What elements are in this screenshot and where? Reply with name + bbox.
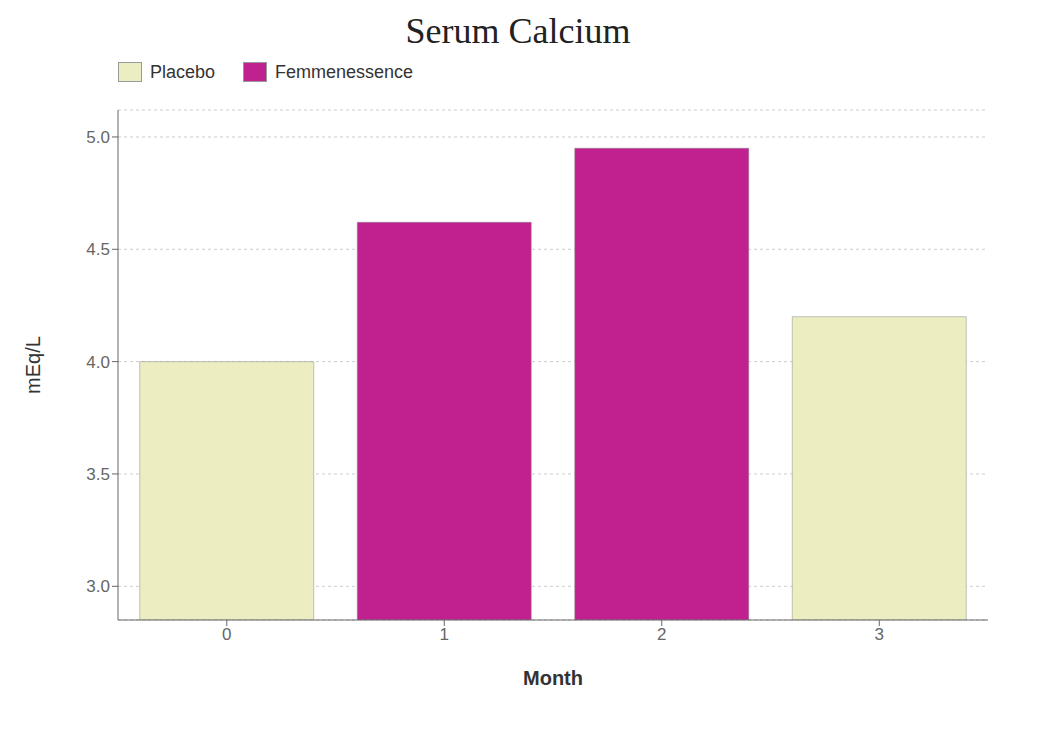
svg-text:mEq/L: mEq/L [22,336,44,394]
svg-text:3: 3 [875,625,884,644]
html-text:Serum Calcium: Serum Calcium [405,11,631,51]
html-text:Femmenessence: Femmenessence [275,61,414,82]
svg-text:4.5: 4.5 [86,240,110,259]
svg-text:Month: Month [523,667,583,689]
html-text:Placebo: Placebo [150,61,216,82]
svg-text:5.0: 5.0 [86,128,110,147]
svg-text:4.0: 4.0 [86,353,110,372]
svg-text:1: 1 [440,625,449,644]
svg-text:3.0: 3.0 [86,577,110,596]
svg-text:2: 2 [657,625,666,644]
svg-text:3.5: 3.5 [86,465,110,484]
svg-text:0: 0 [222,625,231,644]
